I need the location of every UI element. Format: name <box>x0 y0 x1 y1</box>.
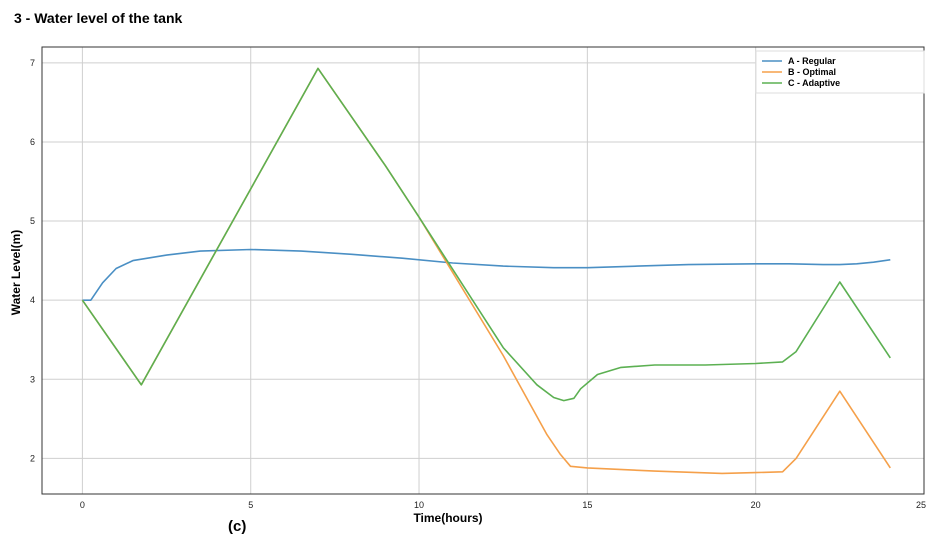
legend-box <box>755 50 925 94</box>
y-tick-label: 4 <box>30 295 35 305</box>
x-tick-label: 10 <box>414 500 424 510</box>
x-tick-label: 20 <box>751 500 761 510</box>
y-tick-label: 3 <box>30 374 35 384</box>
series-line-1 <box>82 248 891 301</box>
x-tick-label: 15 <box>582 500 592 510</box>
x-tick-label: 0 <box>80 500 85 510</box>
x-axis-label: Time(hours) <box>413 511 482 525</box>
y-axis-ticks: 2 3 4 5 6 7 <box>30 58 35 464</box>
figure-caption: (c) <box>228 518 247 535</box>
legend-label-3: C - Adaptive <box>788 78 840 88</box>
x-axis-ticks: 0 5 10 15 20 25 <box>80 500 926 510</box>
grid-lines <box>42 47 925 494</box>
y-tick-label: 2 <box>30 453 35 463</box>
y-tick-label: 5 <box>30 216 35 226</box>
legend-label-2: B - Optimal <box>788 67 836 77</box>
series-line-3 <box>81 67 891 402</box>
y-tick-label: 7 <box>30 58 35 68</box>
y-axis-label: Water Level(m) <box>9 230 23 316</box>
x-tick-label: 25 <box>916 500 926 510</box>
plot-frame <box>41 46 925 495</box>
series-lines <box>81 67 891 475</box>
series-line-2 <box>81 67 891 475</box>
legend-label-1: A - Regular <box>788 56 836 66</box>
figure-title: 3 - Water level of the tank <box>14 10 183 26</box>
x-tick-label: 5 <box>248 500 253 510</box>
y-tick-label: 6 <box>30 137 35 147</box>
